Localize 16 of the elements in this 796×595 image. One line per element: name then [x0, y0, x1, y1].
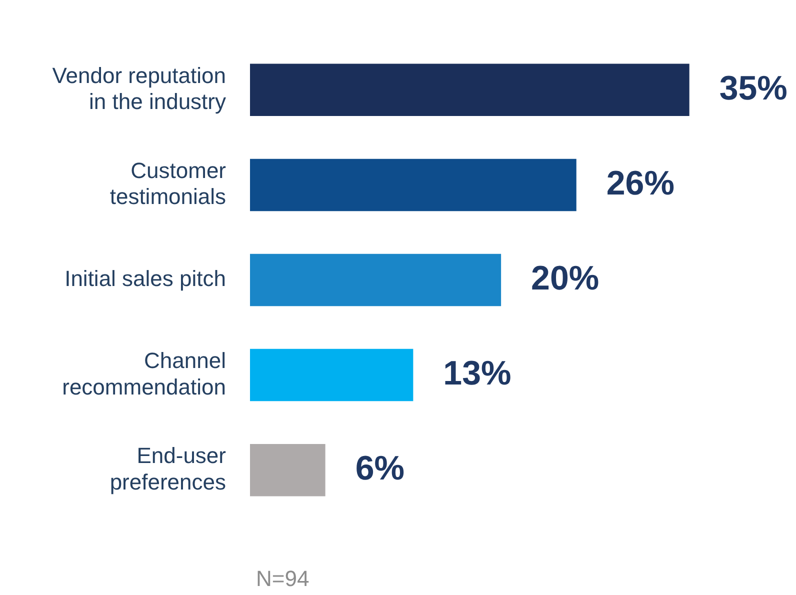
data-label: 13%: [443, 354, 512, 392]
y-tick-label: Customer testimonials: [110, 158, 226, 210]
y-tick-label: End-user preferences: [110, 442, 226, 494]
data-label: 20%: [531, 259, 600, 298]
bar: [250, 64, 690, 116]
data-label: 6%: [355, 449, 404, 488]
y-tick-label: Vendor reputation in the industry: [52, 62, 226, 114]
data-label: 26%: [606, 164, 674, 202]
y-tick-label: Initial sales pitch: [64, 266, 226, 292]
bar: [250, 158, 576, 212]
text: N=94: [256, 566, 310, 592]
bar: [250, 444, 326, 496]
bar: [250, 254, 502, 306]
y-tick-label: Channel recommendation: [62, 348, 226, 400]
data-label: 35%: [719, 69, 788, 108]
bar: [250, 348, 414, 402]
